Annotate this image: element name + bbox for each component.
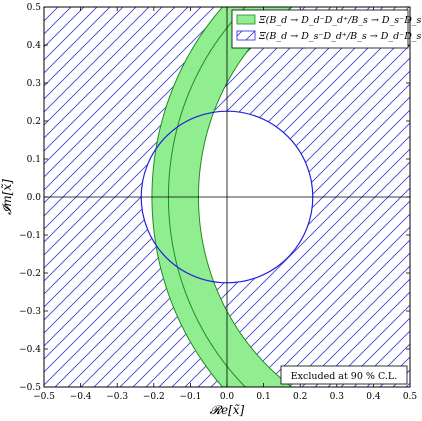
x-tick-label: −0.5	[33, 392, 55, 402]
x-tick-label: 0.2	[293, 392, 307, 402]
y-tick-label: 0.2	[27, 117, 41, 127]
ticks	[43, 6, 411, 388]
legend-box	[231, 9, 409, 49]
legend-swatch-green	[236, 14, 256, 25]
annotation-box	[280, 365, 408, 385]
y-tick-label: −0.5	[19, 383, 41, 393]
x-tick-label: −0.3	[106, 392, 128, 402]
plot-area	[44, 7, 410, 387]
y-axis-label: 𝓘m[x̃]	[0, 179, 14, 215]
legend: Ξ(B_d → D_d⁻D_d⁺/B_s → D_s⁻D_s⁺) Ξ(B_d →…	[231, 9, 422, 49]
x-tick-label: 0.4	[366, 392, 381, 402]
legend-swatch-hatched	[236, 30, 256, 41]
y-tick-label: 0.0	[27, 193, 42, 203]
y-tick-label: −0.2	[19, 269, 41, 279]
x-tick-label: 0.1	[256, 392, 270, 402]
green-band	[151, 7, 293, 387]
y-tick-label: 0.1	[27, 155, 41, 165]
x-tick-label: 0.0	[220, 392, 235, 402]
legend-label-hatched: Ξ(B_d → D_s⁻D_d⁺/B_s → D_d⁻D_s⁺)	[258, 31, 422, 42]
x-axis-label: 𝓡e[x̃]	[210, 403, 245, 417]
x-tick-label: 0.3	[330, 392, 345, 402]
tick-labels: −0.5 −0.4 −0.3 −0.2 −0.1 0.0 0.1 0.2 0.3 0.4 0.5 0.…	[19, 3, 417, 402]
legend-label-green: Ξ(B_d → D_d⁻D_d⁺/B_s → D_s⁻D_s⁺)	[258, 15, 422, 26]
exclusion-annotation: Excluded at 90 % C.L.	[280, 365, 408, 385]
y-tick-label: −0.3	[19, 307, 41, 317]
y-tick-label: 0.3	[27, 79, 42, 89]
y-tick-label: 0.5	[27, 3, 42, 13]
x-tick-label: −0.1	[179, 392, 201, 402]
y-tick-label: −0.4	[19, 345, 41, 355]
y-tick-label: −0.1	[19, 231, 41, 241]
x-tick-label: 0.5	[403, 392, 418, 402]
x-tick-label: −0.2	[143, 392, 165, 402]
x-tick-label: −0.4	[70, 392, 92, 402]
annotation-text: Excluded at 90 % C.L.	[291, 371, 398, 382]
y-tick-label: 0.4	[27, 41, 42, 51]
